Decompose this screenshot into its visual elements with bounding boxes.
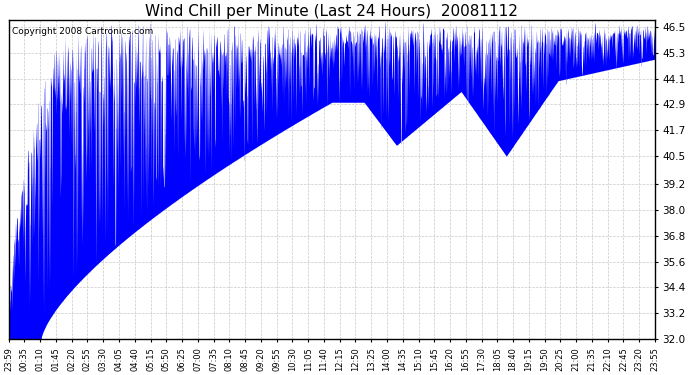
Text: Copyright 2008 Cartronics.com: Copyright 2008 Cartronics.com — [12, 27, 153, 36]
Title: Wind Chill per Minute (Last 24 Hours)  20081112: Wind Chill per Minute (Last 24 Hours) 20… — [146, 4, 518, 19]
